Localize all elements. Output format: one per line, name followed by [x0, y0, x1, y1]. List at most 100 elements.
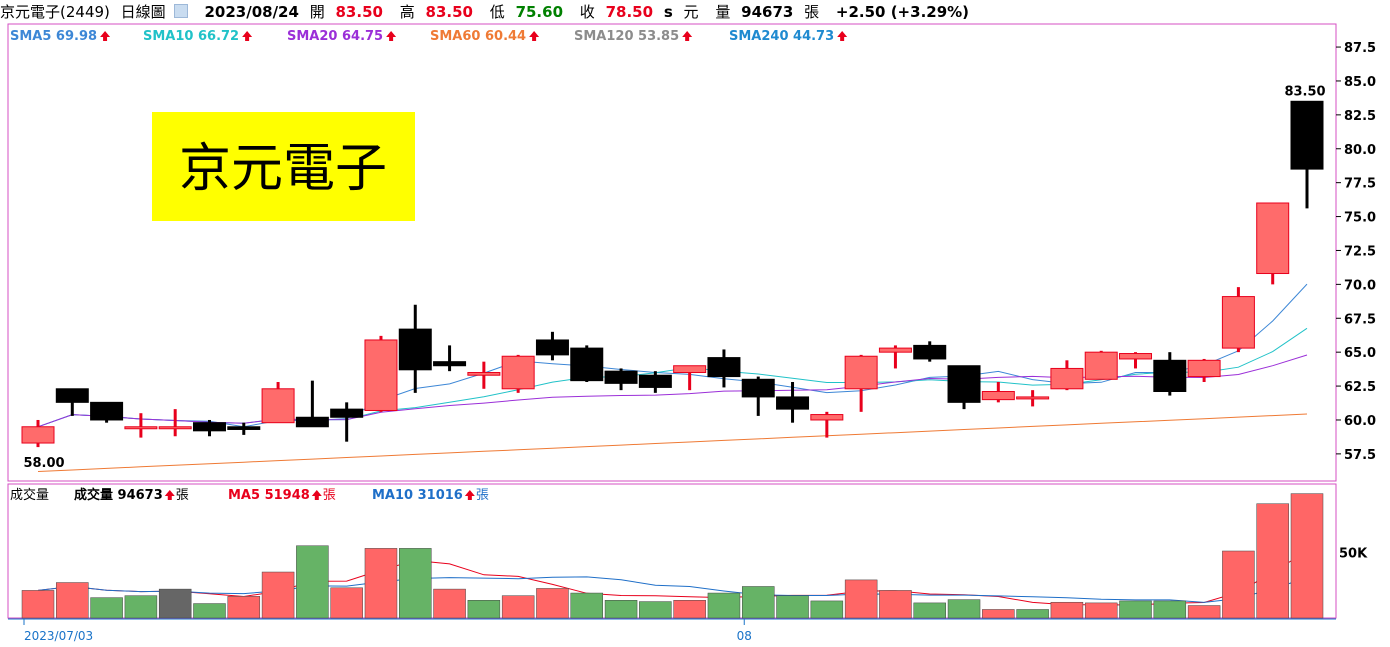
candle-body	[570, 347, 604, 382]
volume-bar	[364, 548, 398, 619]
volume-value: 94673	[741, 3, 794, 21]
price-tick-label: 77.5	[1344, 177, 1376, 192]
up-arrow-icon	[242, 31, 253, 41]
dropdown-arrow-icon[interactable]	[173, 4, 188, 18]
min-price-label: 58.00	[23, 456, 64, 471]
up-arrow-icon	[529, 31, 540, 41]
volume-bar	[1119, 600, 1152, 619]
candle-body	[638, 374, 672, 388]
price-tick-label: 75.0	[1344, 211, 1376, 226]
low-label: 低	[489, 3, 505, 21]
candle-body	[21, 426, 55, 444]
up-arrow-icon	[386, 31, 397, 41]
up-arrow-icon	[100, 31, 111, 41]
high-label: 高	[399, 3, 415, 21]
volume-bar	[879, 590, 912, 619]
volume-bar	[90, 597, 123, 619]
candle-body	[913, 344, 947, 360]
volume-ma10-legend: MA10 31016	[372, 488, 463, 503]
candle-body	[433, 361, 467, 367]
candle-body	[1084, 351, 1118, 380]
up-arrow-icon	[837, 31, 848, 41]
quote-date: 2023/08/24	[204, 3, 299, 21]
volume-bar	[1153, 600, 1187, 619]
candle-body	[1221, 296, 1255, 349]
price-tick-label: 65.0	[1344, 346, 1376, 361]
ma-legend-3: SMA60 60.44	[430, 29, 526, 44]
title-box-text: 京元電子	[179, 139, 387, 199]
candle-body	[467, 372, 501, 376]
candle-body	[1016, 396, 1050, 400]
ma-legend-2: SMA20 64.75	[287, 29, 383, 44]
volume-bar	[193, 603, 226, 619]
volume-bar	[1084, 602, 1118, 619]
volume-bar	[570, 592, 604, 619]
date-label: 08	[737, 629, 752, 643]
candle-body	[981, 390, 1015, 401]
ma-legend-5: SMA240 44.73	[729, 29, 834, 44]
volume-bar	[844, 579, 878, 619]
chart-kind-label: 日線圖	[120, 3, 166, 21]
volume-bar	[1187, 605, 1221, 619]
price-tick-label: 60.0	[1344, 414, 1376, 429]
low-value: 75.60	[515, 3, 564, 21]
candle-body	[1119, 353, 1153, 360]
candle-body	[90, 401, 124, 421]
price-panel-frame	[7, 23, 1337, 482]
price-tick-label: 82.5	[1344, 109, 1376, 124]
volume-tick-label: 50K	[1339, 546, 1368, 561]
volume-unit: 張	[804, 3, 820, 21]
volume-bar	[536, 588, 569, 619]
candle-body	[878, 347, 912, 353]
price-tick-label: 72.5	[1344, 244, 1376, 259]
unit-s: s	[663, 3, 673, 21]
candle-body	[1187, 359, 1221, 378]
candle-body	[261, 388, 295, 424]
volume-bar	[1016, 609, 1049, 619]
sma5-line	[37, 283, 1308, 428]
volume-bar	[947, 599, 981, 619]
volume-bar	[604, 600, 638, 619]
volume-bar	[296, 545, 329, 619]
volume-unit-label: 張	[176, 488, 189, 503]
volume-bar	[639, 601, 672, 619]
volume-bar	[673, 600, 706, 619]
candle-body	[124, 426, 158, 430]
close-label: 收	[579, 3, 595, 21]
volume-bar	[330, 587, 363, 619]
candle-body	[810, 414, 844, 421]
candle-body	[1050, 367, 1084, 390]
volume-panel-frame	[7, 483, 1337, 619]
quote-header: 京元電子(2449) 日線圖 2023/08/24 開 83.50 高 83.5…	[0, 0, 1390, 24]
volume-bar	[1290, 493, 1324, 619]
volume-bar	[741, 586, 775, 619]
candle-body	[192, 422, 226, 432]
unit-yuan: 元	[683, 3, 699, 21]
high-value: 83.50	[425, 3, 473, 21]
up-arrow-icon	[464, 490, 475, 500]
price-tick-label: 87.5	[1344, 41, 1376, 56]
price-tick-label: 85.0	[1344, 75, 1376, 90]
candle-body	[1153, 359, 1187, 392]
volume-bar	[776, 595, 809, 619]
candle-body	[55, 388, 89, 403]
volume-bar	[227, 596, 261, 619]
ma-legend-1: SMA10 66.72	[143, 29, 239, 44]
candle-body	[604, 370, 638, 384]
candle-body	[673, 365, 707, 374]
volume-bar	[467, 600, 501, 619]
volume-bar	[707, 592, 741, 619]
volume-legend: 成交量 成交量 94673 MA5 51948 MA10 31016 張 張 張	[10, 487, 489, 503]
ma-legend-0: SMA5 69.98	[10, 29, 97, 44]
volume-bar	[21, 590, 55, 619]
candle-body	[741, 378, 775, 398]
volume-bar	[1256, 503, 1289, 619]
volume-bar	[261, 571, 295, 619]
up-arrow-icon	[164, 490, 175, 500]
chart-kind-selector[interactable]: 日線圖	[121, 3, 194, 21]
open-label: 開	[309, 3, 325, 21]
volume-bar	[124, 595, 158, 619]
candle-body	[295, 416, 329, 428]
date-label: 2023/07/03	[24, 629, 93, 643]
